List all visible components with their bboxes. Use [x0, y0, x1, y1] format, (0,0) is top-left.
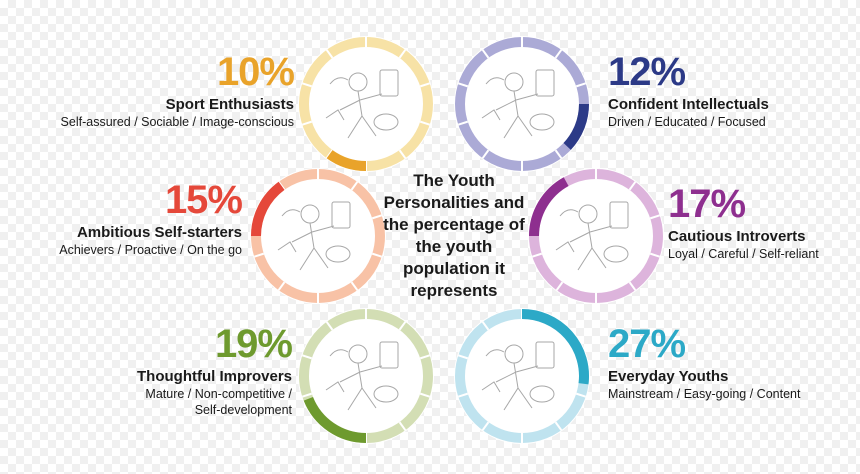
ring-backdrop [454, 308, 590, 444]
ring-divider [555, 281, 564, 291]
ring-divider [301, 120, 313, 126]
traits-confident-intellectuals: Driven / Educated / Focused [608, 115, 766, 129]
percent-cautious-introverts: 17% [668, 182, 746, 226]
traits-ambitious-self-starters: Achievers / Proactive / On the go [59, 243, 242, 257]
ring-divider [457, 354, 469, 360]
name-ambitious-self-starters: Ambitious Self-starters [76, 224, 242, 241]
ring-divider [457, 82, 469, 88]
ring-divider [628, 281, 637, 291]
percent-confident-intellectuals: 12% [608, 50, 686, 94]
name-thoughtful-improvers: Thoughtful Improvers [137, 368, 292, 385]
ring-divider [481, 149, 490, 159]
ring-divider [350, 181, 359, 191]
percent-sport-enthusiasts: 10% [216, 50, 295, 94]
traits-sport-enthusiasts: Self-assured / Sociable / Image-consciou… [60, 115, 294, 129]
traits-thoughtful-improvers-line1: Mature / Non-competitive / [145, 387, 292, 401]
ring-divider [371, 214, 383, 220]
ring-divider [371, 252, 383, 258]
ring-backdrop [298, 36, 434, 172]
thinker-illustration [325, 341, 399, 411]
ring-divider [398, 421, 407, 431]
ring-everyday-youths [454, 308, 590, 444]
ring-divider [481, 321, 490, 331]
label-sport-enthusiasts: 10% Sport Enthusiasts Self-assured / Soc… [60, 50, 295, 131]
ring-divider [419, 82, 431, 88]
ring-divider [457, 392, 469, 398]
label-thoughtful-improvers: 19% Thoughtful Improvers Mature / Non-co… [137, 322, 293, 418]
name-everyday-youths: Everyday Youths [608, 368, 729, 385]
value-arc [326, 149, 367, 171]
ring-divider [325, 321, 334, 331]
ring-divider [419, 120, 431, 126]
ring-divider [481, 49, 490, 59]
ring-divider [419, 392, 431, 398]
sports-gear-illustration [325, 69, 399, 139]
value-arc [251, 181, 285, 237]
ring-divider [398, 321, 407, 331]
ring-divider [554, 421, 563, 431]
value-arc [521, 309, 589, 385]
ring-cautious-introverts [528, 168, 664, 304]
gadgets-illustration [481, 69, 555, 139]
ring-divider [398, 149, 407, 159]
ring-ambitious-self-starters [250, 168, 386, 304]
label-cautious-introverts: 17% Cautious Introverts Loyal / Careful … [668, 184, 819, 263]
ring-divider [350, 281, 359, 291]
ring-divider [253, 252, 265, 258]
ring-divider [301, 354, 313, 360]
ring-divider [628, 181, 637, 191]
label-everyday-youths: 27% Everyday Youths Mainstream / Easy-go… [608, 324, 800, 403]
traits-cautious-introverts: Loyal / Careful / Self-reliant [668, 247, 819, 261]
percent-ambitious-self-starters: 15% [164, 178, 243, 222]
label-ambitious-self-starters: 15% Ambitious Self-starters Achievers / … [59, 178, 243, 259]
reading-illustration [555, 201, 629, 271]
ring-divider [531, 252, 543, 258]
ring-divider [649, 252, 661, 258]
traits-thoughtful-improvers-line2: Self-development [194, 402, 292, 417]
ring-divider [554, 149, 563, 159]
label-confident-intellectuals: 12% Confident Intellectuals Driven / Edu… [608, 52, 769, 131]
value-arc [529, 177, 569, 237]
ring-confident-intellectuals [454, 36, 590, 172]
center-title: The Youth Personalities and the percenta… [383, 171, 525, 300]
ring-divider [457, 120, 469, 126]
traits-everyday-youths: Mainstream / Easy-going / Content [608, 387, 801, 401]
ring-divider [301, 392, 313, 398]
ring-backdrop [250, 168, 386, 304]
ring-divider [398, 49, 407, 59]
ring-divider [325, 49, 334, 59]
ring-divider [575, 392, 587, 398]
everyday-items-illustration [481, 341, 555, 411]
ring-backdrop [454, 36, 590, 172]
cyclist-illustration [277, 201, 351, 271]
ring-divider [649, 214, 661, 220]
name-cautious-introverts: Cautious Introverts [668, 228, 806, 245]
ring-divider [301, 82, 313, 88]
ring-sport-enthusiasts [298, 36, 434, 172]
ring-thoughtful-improvers [298, 308, 434, 444]
value-arc [303, 396, 367, 443]
ring-divider [554, 49, 563, 59]
name-confident-intellectuals: Confident Intellectuals [608, 96, 769, 113]
percent-everyday-youths: 27% [608, 322, 686, 366]
ring-divider [419, 354, 431, 360]
ring-divider [575, 82, 587, 88]
name-sport-enthusiasts: Sport Enthusiasts [165, 96, 294, 113]
ring-divider [481, 421, 490, 431]
ring-divider [277, 281, 286, 291]
ring-backdrop [528, 168, 664, 304]
percent-thoughtful-improvers: 19% [214, 322, 293, 366]
value-arc [563, 103, 589, 150]
ring-backdrop [298, 308, 434, 444]
